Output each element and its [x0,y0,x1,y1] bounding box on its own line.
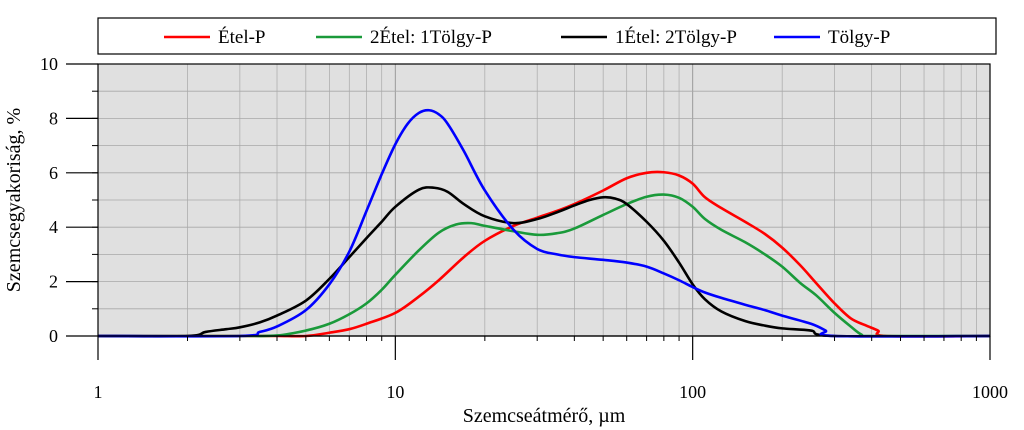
y-axis-title: Szemcsegyakoriság, % [3,108,25,292]
legend-label-3: 1Étel: 2Tölgy-P [615,26,737,48]
x-tick-label: 100 [679,382,706,402]
series-lines [97,108,991,338]
y-tick-label: 10 [40,54,58,74]
series-line-2 [97,193,991,338]
x-tick-label: 10 [386,382,404,402]
x-tick-label: 1000 [972,382,1008,402]
legend-entries: Étel-P 2Étel: 1Tölgy-P 1Étel: 2Tölgy-P Tölg… [164,26,890,48]
legend-label-2: 2Étel: 1Tölgy-P [370,26,492,48]
x-axis-ticks: 1 10 100 1000 [94,336,1008,402]
grid [97,63,991,337]
legend-box [97,17,997,55]
y-tick-label: 8 [49,108,58,128]
series-line-1 [98,170,991,338]
y-tick-label: 0 [49,326,58,346]
series-line-3 [97,186,991,338]
y-tick-label: 6 [49,163,58,183]
legend-label-4: Tölgy-P [828,27,890,48]
x-tick-label: 1 [94,382,103,402]
y-axis-ticks: 0 2 4 6 8 10 [40,54,98,346]
legend-label-1: Étel-P [218,26,266,48]
y-tick-label: 4 [49,217,58,237]
y-tick-label: 2 [49,272,58,292]
legend: Étel-P 2Étel: 1Tölgy-P 1Étel: 2Tölgy-P Tölg… [97,17,997,55]
x-axis-title: Szemcseátmérő, µm [463,405,626,427]
series-line-4 [97,108,991,338]
